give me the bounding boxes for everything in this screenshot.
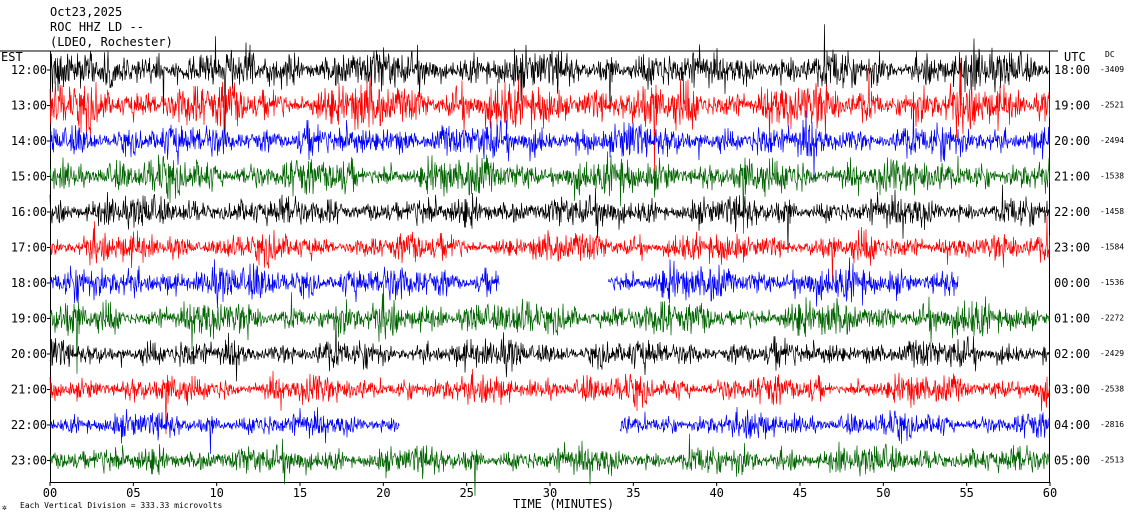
utc-hour-label: 23:00 [1054,241,1090,255]
utc-hour-label: 02:00 [1054,347,1090,361]
est-hour-label: 23:00 [11,454,47,468]
dc-offset-label: -2816 [1100,420,1124,429]
dc-axis-title: DC [1105,50,1115,59]
dc-offset-label: -2494 [1100,136,1124,145]
utc-hour-label: 05:00 [1054,454,1090,468]
row-labels: 12:00 18:00 -3409 13:00 19:00 -2521 14:00 20:00… [11,63,1124,468]
x-tick-label: 10 [209,486,223,500]
x-tick-label: 30 [543,486,557,500]
trace-row-1700 [49,214,1050,282]
est-hour-label: 17:00 [11,241,47,255]
est-hour-label: 19:00 [11,312,47,326]
dc-offset-label: -2521 [1100,101,1124,110]
dc-offset-label: -1536 [1100,278,1124,287]
trace-row-1800 [49,257,959,309]
date-label: Oct23,2025 [50,5,122,19]
x-tick-label: 60 [1043,486,1057,500]
trace-row-1400 [49,106,1050,179]
location-label: (LDEO, Rochester) [50,35,173,49]
trace-row-1200 [49,24,1050,145]
utc-hour-label: 21:00 [1054,170,1090,184]
est-hour-label: 16:00 [11,205,47,219]
x-tick-label: 15 [293,486,307,500]
dc-offset-label: -2513 [1100,456,1124,465]
x-tick-label: 50 [876,486,890,500]
est-axis-title: EST [1,50,23,64]
x-tick-label: 25 [459,486,473,500]
est-hour-label: 15:00 [11,170,47,184]
dc-offset-label: -2429 [1100,349,1124,358]
trace-row-2300 [49,433,1050,496]
x-tick-label: 55 [959,486,973,500]
utc-hour-label: 00:00 [1054,276,1090,290]
x-tick-label: 00 [43,486,57,500]
utc-hour-label: 19:00 [1054,99,1090,113]
x-tick-label: 20 [376,486,390,500]
dc-offset-label: -3409 [1100,65,1124,74]
utc-hour-label: 20:00 [1054,134,1090,148]
scale-note: Each Vertical Division = 333.33 microvol… [20,501,222,510]
trace-row-1300 [49,58,1050,175]
utc-hour-label: 22:00 [1054,205,1090,219]
trace-row-1500 [49,151,1050,234]
est-hour-label: 18:00 [11,276,47,290]
est-hour-label: 20:00 [11,347,47,361]
utc-axis-title: UTC [1064,50,1086,64]
trace-row-1600 [49,184,1050,253]
seismic-traces [49,24,1050,496]
est-hour-label: 14:00 [11,134,47,148]
x-tick-label: 40 [709,486,723,500]
utc-hour-label: 04:00 [1054,418,1090,432]
dc-offset-label: -1538 [1100,172,1124,181]
utc-hour-label: 01:00 [1054,312,1090,326]
dc-offset-label: -2272 [1100,314,1124,323]
utc-hour-label: 03:00 [1054,383,1090,397]
x-axis-ticks: 00 05 10 15 20 25 30 35 40 45 50 55 60 [43,482,1057,500]
station-label: ROC HHZ LD -- [50,20,144,34]
est-hour-label: 21:00 [11,383,47,397]
trace-row-2100 [49,368,1050,435]
utc-hour-label: 18:00 [1054,63,1090,77]
dc-offset-label: -1584 [1100,243,1124,252]
trace-row-2000 [49,319,1050,382]
dc-offset-label: -2538 [1100,385,1124,394]
x-tick-label: 45 [793,486,807,500]
trace-row-1900 [49,284,1050,374]
est-hour-label: 22:00 [11,418,47,432]
est-hour-label: 12:00 [11,63,47,77]
x-axis-title: TIME (MINUTES) [513,497,614,511]
scale-logo-icon: ✲ [2,503,7,512]
x-tick-label: 35 [626,486,640,500]
est-hour-label: 13:00 [11,99,47,113]
dc-offset-label: -1458 [1100,207,1124,216]
trace-row-2200 [49,406,1050,455]
x-tick-label: 05 [126,486,140,500]
